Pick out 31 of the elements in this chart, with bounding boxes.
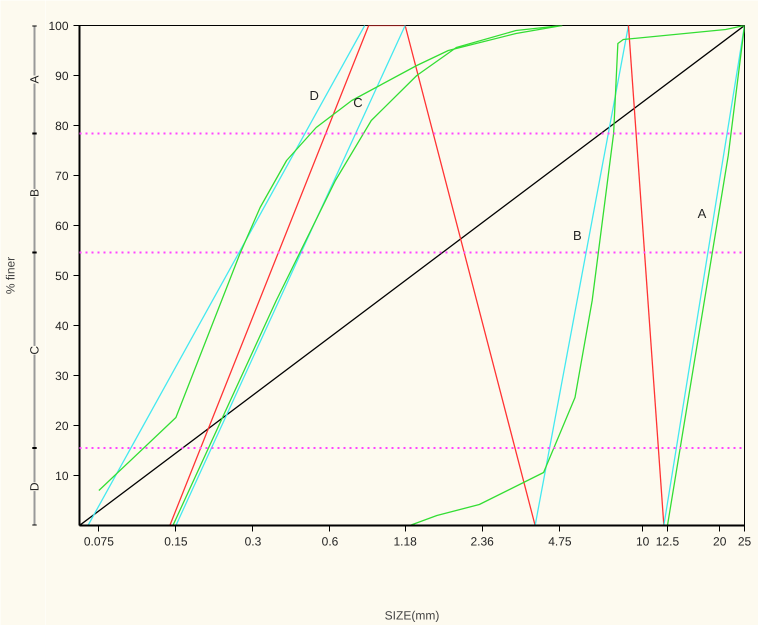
x-tick-label: 4.75 — [548, 534, 572, 548]
text: A — [28, 75, 42, 84]
x-tick-label: 20 — [713, 534, 727, 548]
y-tick-label: 10 — [55, 469, 69, 483]
x-tick-label: 0.075 — [84, 534, 114, 548]
text: D — [28, 482, 42, 492]
x-tick-label: 2.36 — [470, 534, 494, 548]
x-tick-label: 0.3 — [244, 534, 262, 548]
y-tick-label: 80 — [55, 119, 69, 133]
y-tick-label: 20 — [55, 419, 69, 433]
x-tick-label: 1.18 — [393, 534, 418, 548]
annotation: B — [573, 228, 582, 243]
x-tick-label: 10 — [636, 534, 650, 548]
text: C — [28, 346, 42, 355]
x-tick-label: 0.6 — [322, 534, 339, 548]
y-tick-label: 60 — [55, 219, 69, 233]
annotation: C — [353, 95, 363, 110]
text: B — [28, 188, 42, 197]
y-axis-title: % finer — [4, 256, 18, 294]
y-tick-label: 90 — [55, 69, 69, 83]
x-tick-label: 25 — [738, 534, 752, 548]
x-tick-label: 0.15 — [164, 534, 188, 548]
y-tick-label: 30 — [55, 369, 69, 383]
y-tick-label: 70 — [55, 169, 69, 183]
x-tick-label: 12.5 — [656, 534, 680, 548]
annotation: A — [698, 206, 707, 221]
x-axis-title: SIZE(mm) — [384, 608, 440, 622]
y-tick-label: 40 — [55, 319, 69, 333]
y-tick-label: 100 — [48, 19, 69, 33]
y-tick-label: 50 — [55, 269, 69, 283]
annotation: D — [310, 88, 319, 103]
